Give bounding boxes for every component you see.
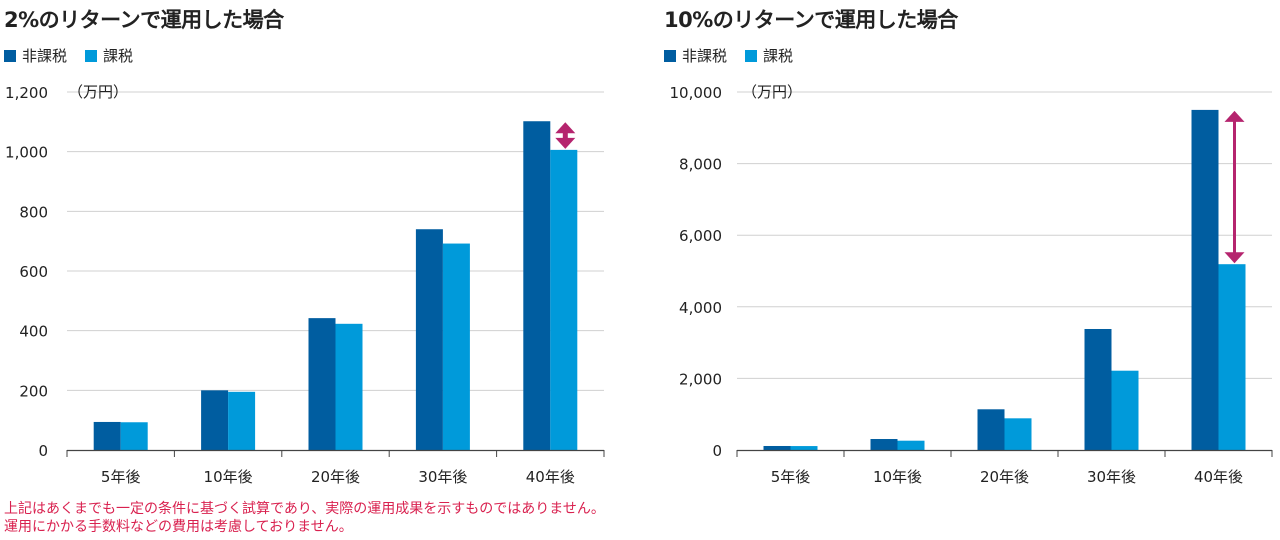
difference-arrow-head	[1224, 252, 1245, 264]
y-tick-label: 0	[38, 442, 48, 460]
legend-item-taxable: 課税	[85, 45, 133, 66]
x-tick-label: 5年後	[771, 468, 811, 486]
y-tick-label: 200	[19, 382, 48, 400]
y-tick-label: 6,000	[679, 227, 722, 245]
bar-taxable	[790, 446, 818, 450]
legend-swatch	[745, 50, 758, 62]
bar-non-taxable	[977, 409, 1005, 450]
disclaimer: 上記はあくまでも一定の条件に基づく試算であり、実際の運用成果を示すものではありま…	[4, 500, 605, 536]
legend-10pct: 非課税 課税	[664, 45, 793, 66]
bar-taxable	[335, 323, 363, 450]
y-unit-label: （万円）	[742, 83, 802, 101]
legend-2pct: 非課税 課税	[4, 45, 133, 66]
bar-taxable	[228, 391, 256, 450]
legend-swatch	[4, 50, 16, 62]
bar-taxable	[442, 243, 470, 450]
legend-item-taxable: 課税	[745, 45, 793, 66]
y-tick-label: 400	[19, 323, 48, 341]
bar-non-taxable	[201, 390, 229, 450]
y-tick-label: 4,000	[679, 299, 722, 317]
legend-item-non-taxable: 非課税	[664, 45, 727, 66]
bar-non-taxable	[415, 229, 443, 450]
x-tick-label: 40年後	[1194, 468, 1243, 486]
bar-non-taxable	[93, 421, 121, 450]
bar-non-taxable	[870, 439, 898, 450]
x-tick-label: 20年後	[980, 468, 1029, 486]
bar-non-taxable	[308, 318, 336, 450]
bar-taxable	[550, 149, 578, 451]
bar-taxable	[120, 422, 148, 450]
y-tick-label: 600	[19, 263, 48, 281]
x-tick-label: 10年後	[204, 468, 253, 486]
y-tick-label: 0	[712, 442, 722, 460]
legend-swatch	[85, 50, 98, 62]
legend-label: 課税	[103, 47, 134, 65]
difference-arrow-head	[555, 137, 576, 149]
x-tick-label: 40年後	[526, 468, 575, 486]
x-tick-label: 10年後	[873, 468, 922, 486]
bar-non-taxable	[1191, 109, 1219, 451]
legend-item-non-taxable: 非課税	[4, 45, 67, 66]
bar-taxable	[1218, 264, 1246, 450]
y-tick-label: 1,000	[5, 144, 48, 162]
x-tick-label: 30年後	[1087, 468, 1136, 486]
y-tick-label: 8,000	[679, 156, 722, 174]
bar-taxable	[1004, 418, 1032, 450]
y-tick-label: 800	[19, 203, 48, 221]
chart-title-10pct: 10%のリターンで運用した場合	[664, 8, 958, 32]
disclaimer-line: 上記はあくまでも一定の条件に基づく試算であり、実際の運用成果を示すものではありま…	[4, 501, 605, 517]
bar-taxable	[897, 440, 925, 450]
legend-label: 非課税	[22, 47, 68, 65]
y-unit-label: （万円）	[68, 83, 128, 101]
legend-swatch	[664, 50, 676, 62]
y-tick-label: 2,000	[679, 370, 722, 388]
bar-non-taxable	[523, 121, 551, 450]
chart-title-2pct: 2%のリターンで運用した場合	[4, 8, 284, 32]
y-tick-label: 1,200	[5, 84, 48, 102]
x-tick-label: 5年後	[101, 468, 141, 486]
bar-non-taxable	[763, 445, 791, 450]
legend-label: 非課税	[682, 47, 728, 65]
x-tick-label: 20年後	[311, 468, 360, 486]
difference-arrow-head	[1224, 110, 1245, 122]
y-tick-label: 10,000	[670, 84, 723, 102]
bar-taxable	[1111, 370, 1139, 450]
x-tick-label: 30年後	[418, 468, 467, 486]
bar-non-taxable	[1084, 328, 1112, 450]
legend-label: 課税	[763, 47, 794, 65]
difference-arrow-head	[555, 122, 576, 134]
disclaimer-line: 運用にかかる手数料などの費用は考慮しておりません。	[4, 519, 353, 535]
